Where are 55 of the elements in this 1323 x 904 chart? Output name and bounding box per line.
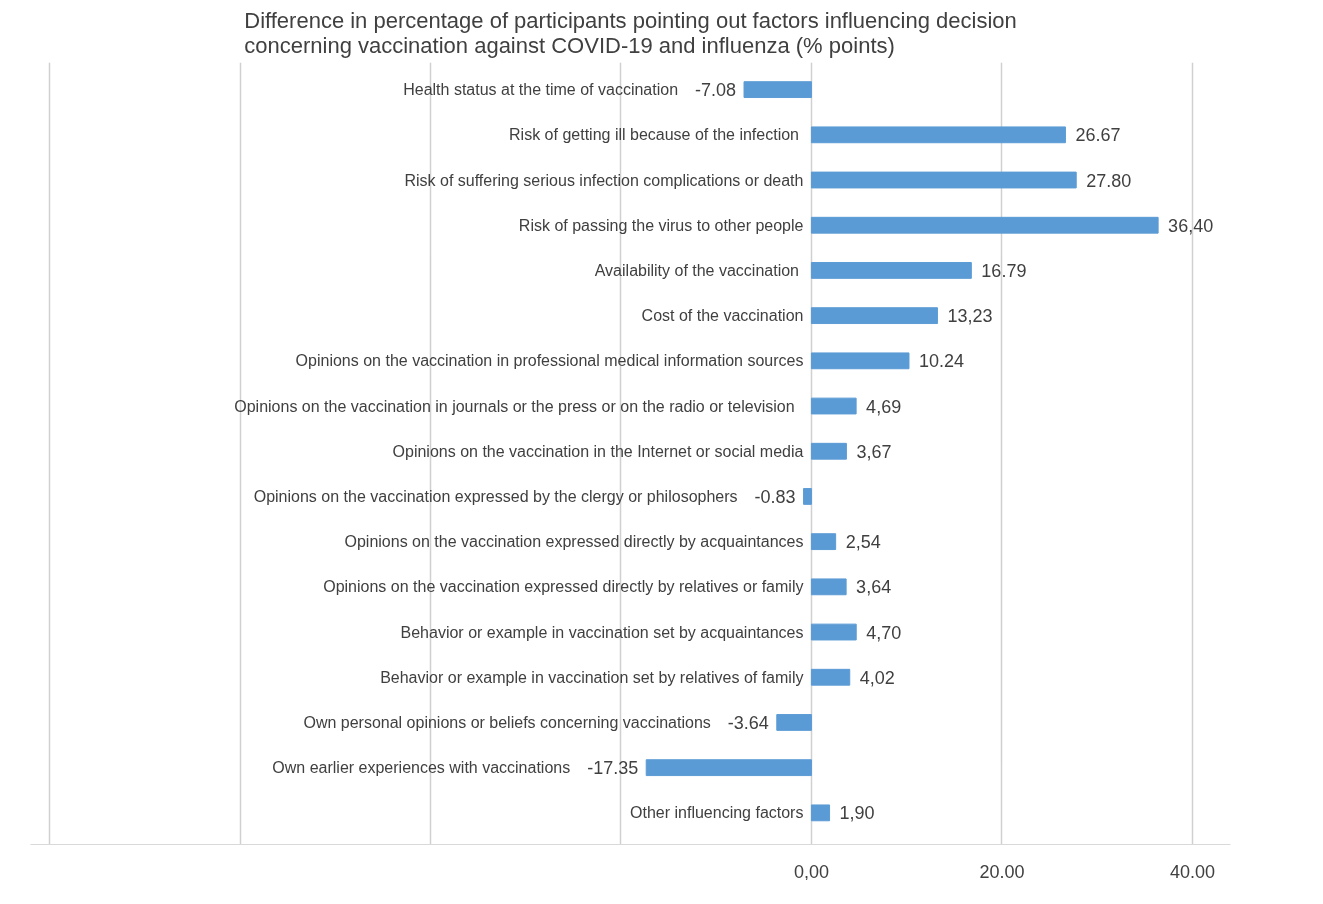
data-label: 27.80 bbox=[1086, 170, 1132, 191]
bar bbox=[810, 804, 831, 822]
y-tick-label: Own earlier experiences with vaccinations bbox=[272, 759, 571, 777]
y-tick-label: Opinions on the vaccination in professional medical information sources bbox=[295, 352, 804, 370]
y-tick-label: Availability of the vaccination bbox=[594, 261, 800, 279]
y-tick-label: Opinions on the vaccination in the Internet or social media bbox=[392, 442, 804, 460]
bar bbox=[810, 126, 1066, 144]
data-label: 36,40 bbox=[1168, 215, 1214, 236]
data-label: 4,02 bbox=[859, 667, 895, 688]
bar bbox=[776, 714, 812, 731]
bar bbox=[810, 171, 1077, 189]
y-tick-label: Opinions on the vaccination expressed by the clergy or philosophers bbox=[253, 487, 738, 505]
data-label: 10.24 bbox=[918, 351, 965, 372]
data-label: 4,70 bbox=[866, 622, 902, 643]
data-label: 16.79 bbox=[981, 260, 1027, 281]
x-tick-label: 20.00 bbox=[979, 861, 1025, 882]
data-label: 4,69 bbox=[866, 396, 902, 417]
bar bbox=[810, 442, 847, 460]
y-tick-label: Risk of suffering serious infection complications or death bbox=[404, 171, 804, 189]
bar bbox=[810, 262, 972, 279]
y-tick-label: Opinions on the vaccination in journals or the press or on the radio or television bbox=[234, 397, 795, 415]
y-tick-label: Own personal opinions or beliefs concerning vaccinations bbox=[303, 713, 711, 731]
y-tick-label: Cost of the vaccination bbox=[641, 307, 804, 325]
chart-title: Difference in percentage of participants pointing out factors influencing decision concerning vaccination against COVID-19 and influenza (% points) bbox=[244, 7, 1017, 58]
data-label: 26.67 bbox=[1075, 125, 1121, 146]
y-tick-label: Behavior or example in vaccination set by relatives of family bbox=[380, 668, 804, 686]
x-tick-label: 0,00 bbox=[793, 861, 829, 882]
x-tick-label: 40.00 bbox=[1169, 861, 1215, 882]
y-tick-label: Health status at the time of vaccination bbox=[403, 81, 679, 99]
data-label: 3,67 bbox=[856, 441, 892, 462]
data-label: 1,90 bbox=[839, 803, 875, 824]
bar bbox=[810, 668, 851, 686]
bar bbox=[810, 216, 1159, 234]
bar bbox=[810, 352, 910, 370]
data-label: 13,23 bbox=[947, 306, 993, 327]
bar bbox=[743, 81, 812, 99]
bar bbox=[645, 759, 812, 777]
data-label: 2,54 bbox=[845, 532, 881, 553]
y-tick-label: Opinions on the vaccination expressed directly by acquaintances bbox=[344, 533, 804, 551]
bar bbox=[810, 307, 938, 325]
bar bbox=[810, 533, 837, 551]
data-label: -7.08 bbox=[695, 80, 737, 101]
y-tick-label: Risk of passing the virus to other people bbox=[518, 216, 804, 234]
bar bbox=[810, 623, 857, 641]
bar bbox=[810, 578, 847, 596]
bar bbox=[810, 397, 857, 415]
data-label: -0.83 bbox=[754, 486, 796, 507]
data-label: -3.64 bbox=[727, 712, 769, 733]
y-tick-label: Opinions on the vaccination expressed directly by relatives or family bbox=[323, 578, 804, 596]
y-tick-label: Risk of getting ill because of the infection bbox=[509, 126, 800, 144]
y-tick-label: Behavior or example in vaccination set by acquaintances bbox=[400, 623, 804, 641]
data-label: -17.35 bbox=[587, 758, 639, 779]
y-tick-label: Other influencing factors bbox=[630, 804, 804, 822]
data-label: 3,64 bbox=[856, 577, 892, 598]
bar bbox=[803, 488, 812, 505]
